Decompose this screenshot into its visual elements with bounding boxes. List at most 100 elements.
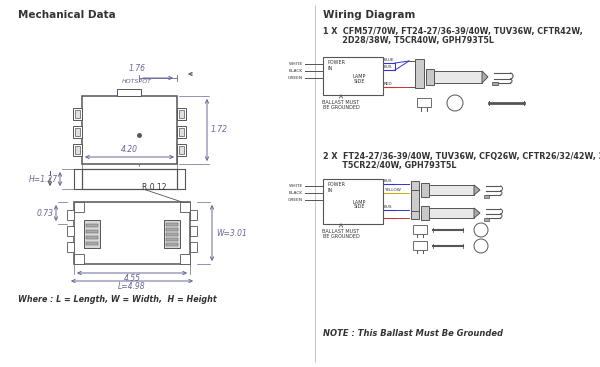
Bar (413, 241, 427, 250)
Bar (421, 206, 429, 220)
Bar (75, 110, 80, 118)
Bar (166, 223, 178, 226)
Bar (426, 69, 434, 85)
Bar (166, 233, 178, 236)
Text: BALLAST MUST: BALLAST MUST (322, 100, 359, 105)
Text: BALLAST MUST: BALLAST MUST (322, 229, 359, 234)
Bar (190, 242, 197, 252)
Text: 2 X  FT24-27/36-39/40W, TUV36W, CFQ26W, CFTR26/32/42W, 2D28/38W: 2 X FT24-27/36-39/40W, TUV36W, CFQ26W, C… (323, 152, 600, 161)
Bar (323, 179, 383, 224)
Text: L=4.98: L=4.98 (118, 282, 146, 291)
Bar (82, 169, 177, 189)
Bar (86, 236, 98, 239)
Polygon shape (474, 185, 480, 195)
Text: 1 X  CFM57/70W, FT24-27/36-39/40W, TUV36W, CFTR42W,: 1 X CFM57/70W, FT24-27/36-39/40W, TUV36W… (323, 27, 583, 36)
Bar (411, 181, 419, 219)
Bar (179, 128, 184, 136)
Bar (73, 108, 82, 120)
Bar (177, 126, 186, 138)
Bar (434, 71, 482, 83)
Polygon shape (474, 208, 480, 218)
Bar (190, 210, 197, 220)
Bar (429, 208, 474, 218)
Bar (413, 225, 427, 234)
Text: 1.76: 1.76 (128, 64, 146, 73)
Text: IN: IN (327, 66, 332, 71)
Bar (74, 202, 190, 264)
Text: W=3.01: W=3.01 (216, 229, 247, 237)
Text: SIDE: SIDE (353, 79, 365, 84)
Bar (73, 144, 82, 156)
Bar (180, 202, 190, 212)
Text: BUS: BUS (384, 65, 392, 69)
Bar (84, 220, 100, 248)
Text: BE GROUNDED: BE GROUNDED (323, 234, 359, 239)
Bar (177, 144, 186, 156)
Text: RED: RED (384, 82, 392, 86)
Text: Mechanical Data: Mechanical Data (18, 10, 116, 20)
Text: LAMP: LAMP (352, 74, 365, 79)
Text: 1.72: 1.72 (211, 126, 228, 134)
Bar (73, 126, 82, 138)
Text: BE GROUNDED: BE GROUNDED (323, 105, 359, 110)
Text: T5CR22/40W, GPH793T5L: T5CR22/40W, GPH793T5L (323, 161, 457, 170)
Bar (179, 110, 184, 118)
Bar (421, 183, 429, 197)
Text: WHITE: WHITE (289, 184, 303, 188)
Bar (67, 242, 74, 252)
Bar (484, 195, 489, 198)
Circle shape (447, 95, 463, 111)
Text: SIDE: SIDE (353, 204, 365, 210)
Bar (484, 218, 489, 221)
Text: WHITE: WHITE (289, 62, 303, 66)
Bar (82, 96, 177, 164)
Text: 0.73: 0.73 (37, 208, 54, 218)
Bar (75, 146, 80, 154)
Bar (190, 226, 197, 236)
Bar (166, 243, 178, 246)
Text: Where : L = Length, W = Width,  H = Height: Where : L = Length, W = Width, H = Heigh… (18, 295, 217, 304)
Bar (180, 254, 190, 264)
Text: BLACK: BLACK (289, 69, 303, 73)
Text: BUS: BUS (384, 179, 392, 183)
Text: LAMP: LAMP (352, 200, 365, 204)
Text: BLACK: BLACK (289, 191, 303, 195)
Text: YELLOW: YELLOW (384, 188, 401, 192)
Bar (86, 230, 98, 233)
Text: NOTE : This Ballast Must Be Grounded: NOTE : This Ballast Must Be Grounded (323, 329, 503, 338)
Bar (67, 226, 74, 236)
Bar (166, 238, 178, 241)
Bar (164, 220, 180, 248)
Text: 2D28/38W, T5CR40W, GPH793T5L: 2D28/38W, T5CR40W, GPH793T5L (323, 36, 494, 45)
Circle shape (474, 239, 488, 253)
Bar (166, 228, 178, 231)
Bar (86, 224, 98, 227)
Bar (415, 59, 424, 88)
Text: R 0.12: R 0.12 (142, 184, 167, 193)
Bar (74, 202, 84, 212)
Text: HOTSPOT: HOTSPOT (122, 79, 152, 84)
Bar (74, 254, 84, 264)
Bar (323, 57, 383, 95)
Text: IN: IN (327, 188, 332, 193)
Circle shape (474, 223, 488, 237)
Text: POWER: POWER (327, 60, 345, 65)
Bar (429, 185, 474, 195)
Bar (411, 190, 419, 211)
Bar (417, 98, 431, 107)
Text: BLUE: BLUE (384, 58, 395, 62)
Bar (177, 108, 186, 120)
Bar (86, 242, 98, 245)
Bar (67, 210, 74, 220)
Text: H=1.27: H=1.27 (29, 174, 58, 184)
Text: POWER: POWER (327, 182, 345, 187)
Bar (492, 82, 498, 85)
Text: 4.55: 4.55 (124, 274, 140, 283)
Bar (117, 89, 141, 96)
Text: GREEN: GREEN (288, 198, 303, 202)
Bar (179, 146, 184, 154)
Text: Wiring Diagram: Wiring Diagram (323, 10, 415, 20)
Text: BUS: BUS (384, 205, 392, 209)
Text: 4.20: 4.20 (121, 145, 138, 154)
Polygon shape (482, 71, 488, 83)
